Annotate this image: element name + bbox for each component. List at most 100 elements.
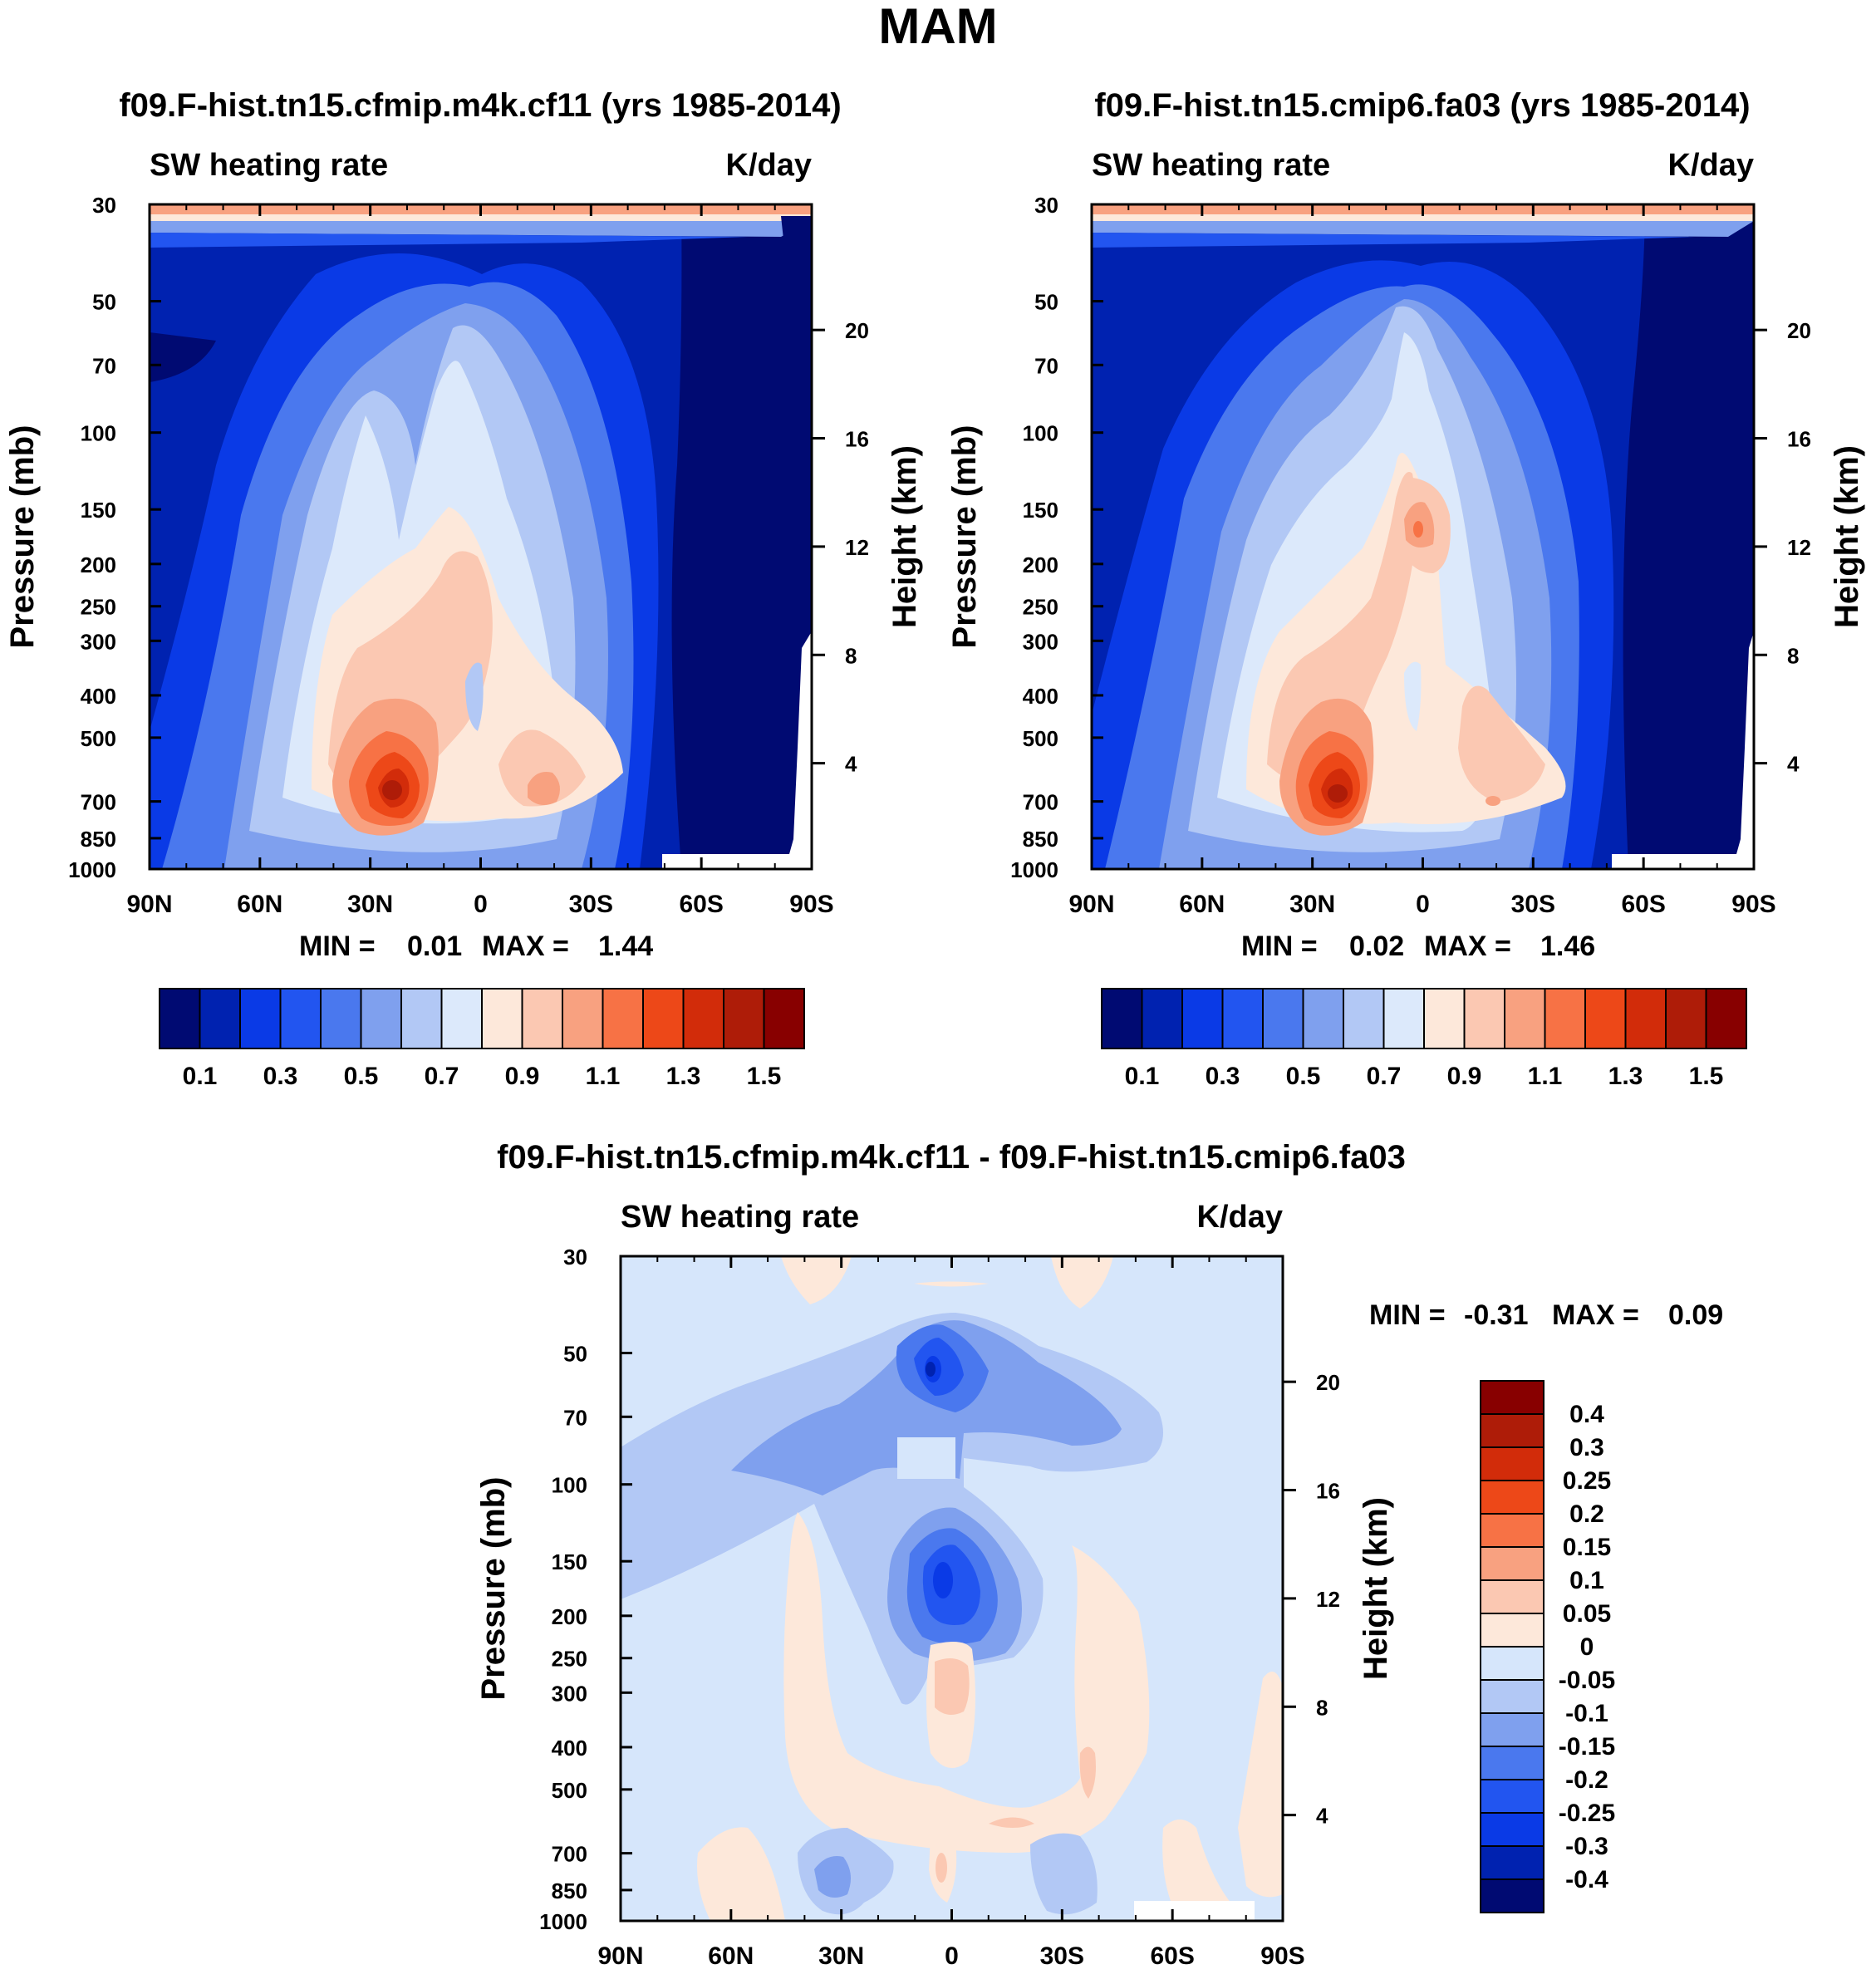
colorbar-label: 0 <box>1580 1633 1594 1661</box>
y-tick-label: 400 <box>552 1736 587 1761</box>
panel-1-stats: MIN = 0.01 MAX = 1.44 <box>299 931 653 962</box>
colorbar-label: 0.3 <box>1569 1434 1604 1461</box>
y-tick-label: 150 <box>81 498 116 523</box>
y-tick-label: 850 <box>552 1878 587 1903</box>
x-tick-label: 90N <box>1068 891 1114 918</box>
colorbar-label: 0.5 <box>344 1063 379 1090</box>
colorbar-label: -0.25 <box>1559 1800 1615 1827</box>
contour-band <box>1267 472 1417 785</box>
y-tick-label: 100 <box>1023 421 1058 446</box>
panel-1-units-label: K/day <box>726 148 812 183</box>
panel-3-title: f09.F-hist.tn15.cfmip.m4k.cf11 - f09.F-h… <box>497 1139 1406 1176</box>
y-tick-label: 1000 <box>68 857 116 882</box>
x-tick-label: 30N <box>818 1942 864 1970</box>
height-tick-label: 20 <box>1316 1370 1340 1395</box>
y-axis-title: Pressure (mb) <box>946 425 983 649</box>
contour-band <box>150 233 748 248</box>
colorbar-swatch <box>1262 988 1304 1049</box>
panel-2-variable-label: SW heating rate <box>1092 148 1330 183</box>
y-tick-label: 100 <box>552 1473 587 1498</box>
y-tick-label: 700 <box>552 1842 587 1867</box>
missing-data-mask <box>1134 1901 1255 1921</box>
colorbar-swatch <box>1480 1413 1545 1448</box>
y-tick-label: 200 <box>1023 552 1058 577</box>
colorbar-label: 0.2 <box>1569 1500 1604 1528</box>
colorbar-label: 0.9 <box>1447 1063 1482 1090</box>
contour-band <box>814 1856 851 1898</box>
y-tick-label: 850 <box>1023 827 1058 852</box>
y-axis-title-right: Height (km) <box>886 445 923 628</box>
x-tick-label: 60N <box>237 891 282 918</box>
contour-band <box>382 780 402 800</box>
colorbar-label: -0.05 <box>1559 1667 1615 1694</box>
panel-1-plot-field <box>150 204 812 869</box>
contour-band <box>933 1562 953 1598</box>
y-axis-title: Pressure (mb) <box>475 1477 512 1701</box>
colorbar-swatch <box>239 988 282 1049</box>
contour-band <box>1458 685 1545 802</box>
contour-band <box>781 1256 852 1304</box>
panel-3: f09.F-hist.tn15.cfmip.m4k.cf11 - f09.F-h… <box>475 1139 1723 1970</box>
x-tick-label: 0 <box>945 1942 959 1970</box>
colorbar-swatch <box>440 988 483 1049</box>
y-tick-label: 300 <box>552 1681 587 1706</box>
colorbar-swatch <box>1480 1779 1545 1814</box>
colorbar-label: 0.7 <box>425 1063 459 1090</box>
panel-2-plot-field <box>1092 204 1754 869</box>
max-label: MAX = <box>1424 931 1511 962</box>
colorbar-swatch <box>400 988 443 1049</box>
x-tick-label: 30S <box>569 891 613 918</box>
colorbar-swatch <box>1480 1812 1545 1847</box>
contour-band <box>989 1817 1034 1828</box>
x-tick-label: 0 <box>474 891 488 918</box>
y-tick-label: 30 <box>92 193 116 218</box>
colorbar-swatch <box>360 988 402 1049</box>
y-tick-label: 150 <box>552 1549 587 1574</box>
colorbar-label: 0.1 <box>1125 1063 1160 1090</box>
colorbar-swatch <box>1624 988 1667 1049</box>
colorbar-swatch <box>279 988 322 1049</box>
y-tick-label: 500 <box>81 726 116 751</box>
panel-1-title: f09.F-hist.tn15.cfmip.m4k.cf11 (yrs 1985… <box>119 87 841 124</box>
colorbar-label: 1.5 <box>747 1063 782 1090</box>
height-tick-label: 4 <box>1316 1804 1328 1829</box>
colorbar-swatch <box>1221 988 1264 1049</box>
y-tick-label: 500 <box>1023 726 1058 751</box>
contour-band <box>1623 204 1754 869</box>
min-value: 0.02 <box>1349 931 1404 962</box>
y-tick-label: 50 <box>92 290 116 315</box>
min-label: MIN = <box>1369 1299 1446 1331</box>
colorbar-swatch <box>1584 988 1627 1049</box>
height-tick-label: 4 <box>1787 752 1800 777</box>
height-tick-label: 8 <box>1787 643 1799 668</box>
max-value: 0.09 <box>1668 1299 1723 1331</box>
y-tick-label: 250 <box>1023 595 1058 620</box>
min-label: MIN = <box>1241 931 1318 962</box>
colorbar-label: 0.05 <box>1563 1600 1611 1628</box>
colorbar-swatch <box>521 988 563 1049</box>
colorbar-swatch <box>1480 1878 1545 1913</box>
y-tick-label: 100 <box>81 421 116 446</box>
x-tick-label: 0 <box>1416 891 1430 918</box>
contour-band <box>498 729 586 807</box>
panel-3-axes: 90N 60N 30N 0 30S 60S 90S 30 50 70 100 150 200 250 300… <box>475 1245 1394 1970</box>
colorbar-label: 0.1 <box>183 1063 218 1090</box>
panel-2-stats: MIN = 0.02 MAX = 1.46 <box>1241 931 1595 962</box>
panel-2: f09.F-hist.tn15.cmip6.fa03 (yrs 1985-201… <box>946 87 1865 1090</box>
min-value: -0.31 <box>1464 1299 1529 1331</box>
colorbar-swatch <box>1480 1712 1545 1747</box>
y-tick-label: 250 <box>81 595 116 620</box>
x-tick-label: 60N <box>708 1942 754 1970</box>
colorbar-swatch <box>1480 1679 1545 1714</box>
colorbar-swatch <box>642 988 685 1049</box>
contour-band <box>528 772 560 805</box>
panel-2-title: f09.F-hist.tn15.cmip6.fa03 (yrs 1985-201… <box>1094 87 1750 124</box>
height-tick-label: 12 <box>1787 535 1811 560</box>
colorbar-label: -0.1 <box>1565 1700 1608 1727</box>
x-tick-label: 60S <box>1621 891 1665 918</box>
y-tick-label: 70 <box>563 1405 587 1430</box>
x-tick-label: 60S <box>679 891 723 918</box>
contour-band <box>1030 1833 1098 1915</box>
